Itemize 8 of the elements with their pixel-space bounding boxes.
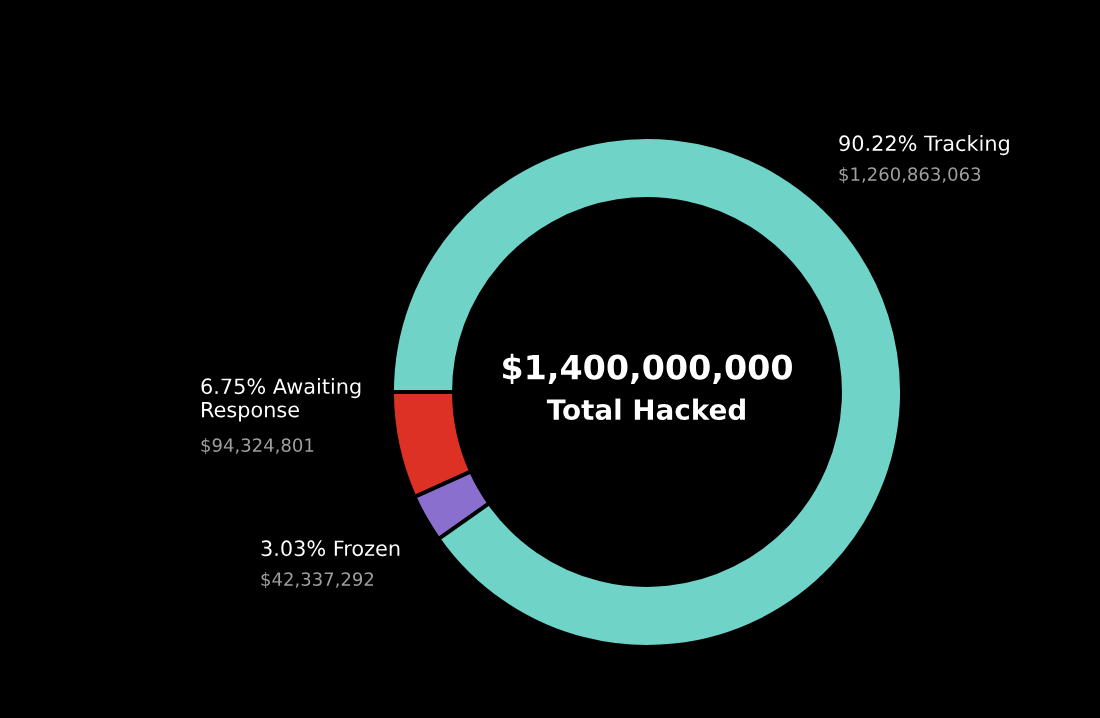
- slice-label: 3.03% Frozen: [261, 540, 400, 557]
- text: $1,400,000,000: [503, 353, 792, 385]
- slice-label: 90.22% Tracking: [839, 135, 1009, 156]
- data-label: $42,337,292: [261, 572, 374, 589]
- slice-label: 6.75% Awaiting Response: [201, 378, 361, 422]
- data-label: $94,324,801: [201, 438, 314, 455]
- data-label: $1,260,863,063: [839, 167, 981, 184]
- text: Total Hacked: [546, 398, 745, 421]
